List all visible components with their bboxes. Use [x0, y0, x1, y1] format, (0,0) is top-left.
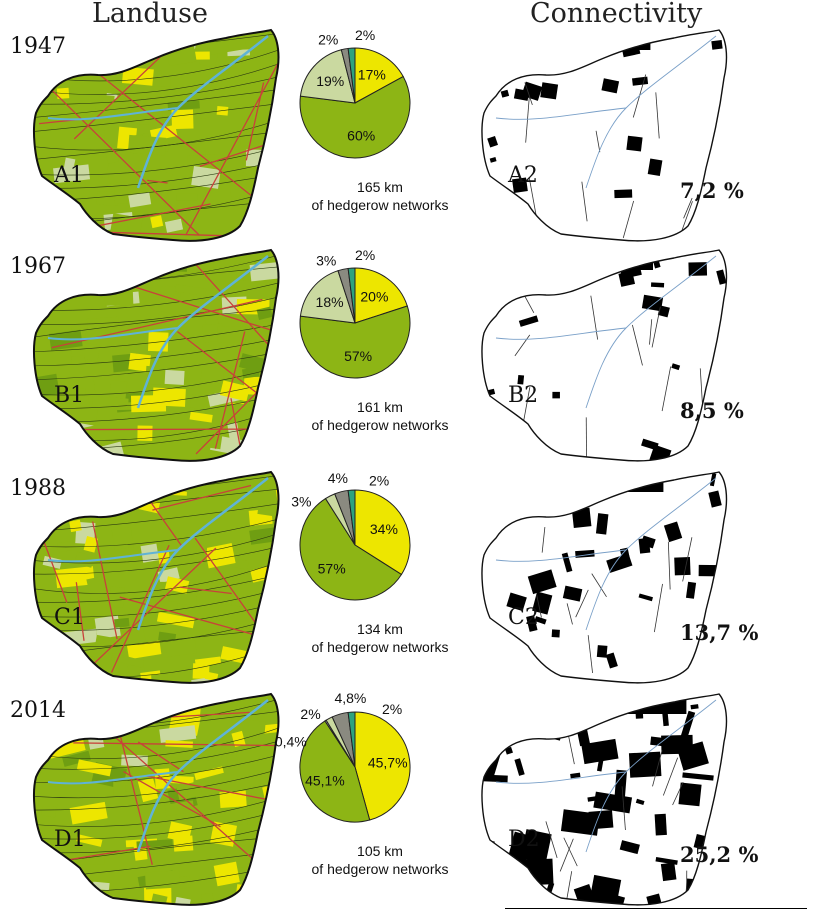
row-1967: 1967 B1 20% 57% 18% 3% 2% 161 km of hedgerow… — [0, 247, 814, 473]
pie-slice-lightgreen — [299, 270, 356, 324]
year-label: 1967 — [10, 254, 66, 279]
hedgerow-length: 165 km of hedgerow networks — [300, 178, 460, 214]
row-2014: 2014 D1 45,7% 45,1% 0,4% 2% 4,8% 2% 105 km of… — [0, 690, 814, 917]
pie-label-yellow: 20% — [360, 288, 388, 304]
landuse-map — [33, 470, 280, 684]
pie-label-grey: 3% — [316, 252, 336, 268]
connectivity-map-label: A2 — [508, 163, 538, 188]
pie-label-lightgreen: 18% — [316, 294, 344, 310]
connectivity-map — [481, 249, 728, 462]
connectivity-map — [481, 693, 728, 906]
connectivity-map — [481, 471, 728, 684]
bottom-rule — [505, 908, 807, 909]
pie-slice-teal — [347, 267, 356, 324]
hedgerow-caption: of hedgerow networks — [311, 197, 449, 213]
pie-slice-yellow — [354, 711, 411, 821]
pie-label-teal: 2% — [369, 472, 389, 488]
hedgerow-km: 134 km — [357, 621, 403, 637]
pie-label-green: 45,1% — [305, 773, 345, 789]
hedgerow-caption: of hedgerow networks — [311, 861, 449, 877]
pie-label-yellow: 45,7% — [368, 755, 408, 771]
landuse-map — [33, 248, 280, 462]
pie-label-lightgreen: 19% — [316, 73, 344, 89]
hedgerow-km: 161 km — [357, 399, 403, 415]
pie-label-green: 57% — [344, 348, 372, 364]
pie-label-teal: 2% — [382, 701, 402, 717]
pie-slice-green — [299, 75, 411, 159]
connectivity-map-label: D2 — [508, 827, 540, 852]
connectivity-percent: 8,5 % — [680, 398, 744, 423]
map-label: A1 — [54, 163, 84, 188]
year-label: 1988 — [10, 476, 66, 501]
connectivity-percent: 25,2 % — [680, 842, 759, 867]
year-label: 2014 — [10, 698, 66, 723]
pie-label-grey: 4,8% — [334, 690, 366, 706]
landuse-pie: 20% 57% 18% 3% 2% — [299, 247, 411, 379]
pie-label-grey: 4% — [328, 470, 348, 486]
map-label: D1 — [54, 827, 86, 852]
map-label: B1 — [54, 383, 85, 408]
hedgerow-caption: of hedgerow networks — [311, 417, 449, 433]
hedgerow-caption: of hedgerow networks — [311, 639, 449, 655]
row-1988: 1988 C1 34% 57% 3% 4% 2% 134 km of hedgerow … — [0, 470, 814, 695]
hedgerow-length: 105 km of hedgerow networks — [300, 842, 460, 878]
pie-label-grey: 2% — [318, 31, 338, 47]
landuse-map — [33, 692, 280, 906]
landuse-title: Landuse — [92, 0, 208, 29]
landuse-map — [33, 28, 280, 242]
row-1947: 1947 A1 17% 60% 19% 2% 2% 165 km of hedgerow… — [0, 27, 814, 253]
pie-label-lightgreen: 3% — [291, 494, 311, 510]
pie-slice-teal — [347, 47, 356, 104]
pie-slice-green — [299, 720, 371, 823]
connectivity-map — [481, 29, 728, 242]
pie-slice-yellow — [354, 47, 404, 104]
hedgerow-km: 165 km — [357, 179, 403, 195]
pie-label-teal: 2% — [355, 247, 375, 263]
connectivity-map-label: C2 — [508, 605, 539, 630]
connectivity-percent: 13,7 % — [680, 620, 759, 645]
connectivity-map-label: B2 — [508, 383, 539, 408]
pie-label-yellow: 34% — [370, 521, 398, 537]
year-label: 1947 — [10, 34, 66, 59]
landuse-pie: 45,7% 45,1% 0,4% 2% 4,8% 2% — [275, 690, 411, 823]
pie-label-extra: 0,4% — [275, 734, 307, 750]
pie-label-green: 60% — [347, 127, 375, 143]
landuse-pie: 17% 60% 19% 2% 2% — [299, 27, 411, 159]
pie-slice-yellow — [354, 267, 408, 324]
hedgerow-length: 161 km of hedgerow networks — [300, 398, 460, 434]
pie-label-lightgreen: 2% — [300, 706, 320, 722]
connectivity-percent: 7,2 % — [680, 178, 744, 203]
pie-slice-lightgreen — [299, 49, 356, 104]
landuse-pie: 34% 57% 3% 4% 2% — [291, 470, 411, 601]
pie-label-yellow: 17% — [358, 67, 386, 83]
pie-slice-green — [299, 305, 411, 379]
hedgerow-km: 105 km — [357, 843, 403, 859]
pie-slice-teal — [347, 489, 356, 546]
pie-slice-teal — [347, 711, 356, 768]
connectivity-title: Connectivity — [530, 0, 703, 29]
hedgerow-length: 134 km of hedgerow networks — [300, 620, 460, 656]
pie-label-teal: 2% — [355, 27, 375, 43]
pie-label-green: 57% — [318, 560, 346, 576]
pie-slice-green — [299, 497, 403, 601]
map-label: C1 — [54, 605, 85, 630]
